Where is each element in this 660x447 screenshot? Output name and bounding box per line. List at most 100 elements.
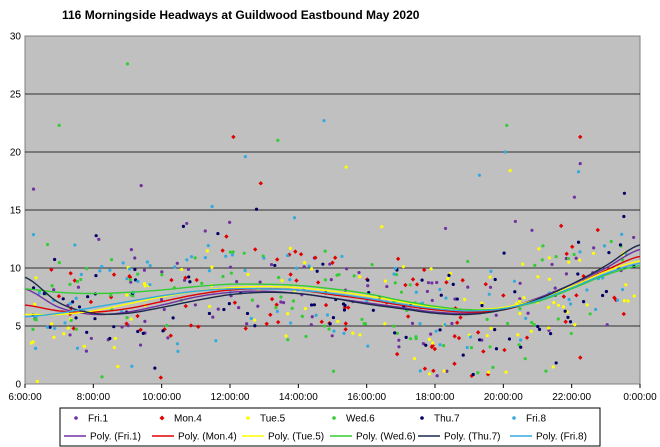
data-point	[414, 290, 418, 294]
data-point	[189, 255, 194, 259]
data-point	[432, 346, 437, 352]
data-point	[109, 293, 113, 297]
data-point	[319, 319, 324, 325]
data-point	[420, 278, 424, 282]
data-point	[360, 317, 364, 322]
data-point	[331, 315, 336, 320]
data-point	[193, 256, 197, 260]
data-point	[294, 278, 299, 283]
data-point	[231, 250, 235, 254]
data-point	[77, 305, 82, 309]
data-point	[602, 244, 607, 248]
data-point	[442, 343, 446, 348]
y-tick-label: 0	[15, 380, 21, 391]
data-point	[228, 265, 233, 269]
data-point	[135, 313, 140, 319]
data-point	[544, 369, 548, 373]
x-tick-label: 0:00:00	[623, 392, 657, 403]
data-point	[130, 364, 134, 368]
data-point	[162, 327, 167, 332]
x-tick-label: 8:00:00	[77, 392, 111, 403]
data-point	[421, 342, 426, 346]
data-point	[288, 246, 292, 250]
data-point	[582, 299, 586, 304]
data-point	[94, 274, 98, 278]
data-point	[632, 235, 636, 240]
data-point	[342, 331, 346, 335]
data-point	[523, 357, 527, 361]
data-point	[279, 300, 283, 304]
data-point	[456, 335, 462, 341]
data-point	[585, 288, 589, 292]
data-point	[269, 296, 275, 302]
data-point	[161, 329, 165, 333]
data-point	[228, 250, 232, 254]
data-point	[550, 262, 554, 267]
data-point	[460, 278, 465, 283]
data-point	[594, 307, 598, 312]
data-point	[620, 232, 624, 236]
data-point	[622, 299, 626, 303]
data-point	[526, 311, 530, 315]
data-point	[258, 181, 263, 186]
data-point	[165, 323, 169, 328]
data-point	[295, 266, 299, 270]
data-point	[530, 228, 534, 232]
data-point	[452, 361, 457, 366]
data-point	[169, 277, 174, 283]
data-point	[424, 343, 428, 347]
data-point	[624, 283, 628, 287]
data-point	[52, 288, 56, 292]
data-point	[286, 338, 290, 342]
data-point	[108, 336, 112, 341]
data-point	[127, 267, 132, 271]
data-point	[551, 365, 555, 369]
data-point	[480, 301, 484, 305]
data-point	[329, 278, 333, 282]
data-point	[136, 272, 140, 276]
data-point	[548, 332, 553, 336]
data-point	[108, 268, 112, 272]
data-point	[578, 258, 582, 262]
data-point	[111, 272, 117, 277]
data-point	[302, 261, 307, 265]
data-point	[128, 278, 132, 282]
data-point	[430, 343, 435, 348]
data-point	[592, 246, 596, 250]
data-point	[57, 123, 61, 127]
data-point	[546, 305, 551, 309]
data-point	[153, 366, 157, 370]
data-point	[477, 173, 482, 177]
data-point	[300, 314, 304, 318]
data-point	[574, 293, 579, 298]
data-point	[73, 243, 77, 247]
data-point	[290, 306, 294, 311]
data-point	[553, 286, 557, 290]
data-point	[392, 324, 396, 328]
data-point	[438, 343, 442, 347]
data-point	[264, 321, 269, 326]
data-point	[363, 322, 368, 326]
y-tick-label: 30	[10, 32, 22, 43]
data-point	[429, 267, 433, 271]
data-point	[274, 257, 280, 262]
data-point	[458, 315, 463, 320]
data-point	[392, 272, 396, 276]
data-point	[120, 309, 124, 313]
data-point	[529, 329, 533, 333]
data-point	[435, 374, 439, 378]
data-point	[622, 191, 627, 195]
legend-label: Wed.6	[346, 414, 375, 425]
data-point	[69, 318, 73, 323]
data-point	[418, 321, 422, 326]
data-point	[569, 331, 573, 336]
trendlines	[24, 244, 641, 318]
data-point	[554, 255, 558, 259]
data-point	[517, 343, 521, 347]
data-point	[465, 345, 469, 350]
data-point	[31, 327, 35, 331]
data-point	[427, 337, 431, 342]
data-point	[564, 251, 569, 257]
data-point	[66, 326, 70, 330]
data-point	[187, 275, 191, 279]
